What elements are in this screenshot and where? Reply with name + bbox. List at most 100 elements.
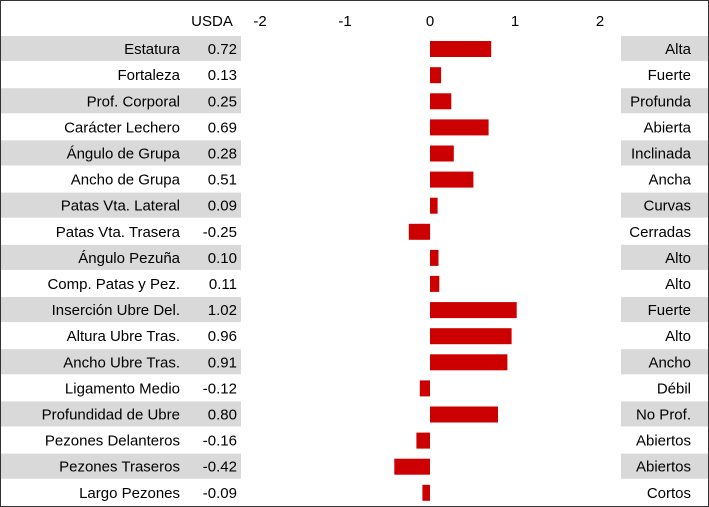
trait-label: Estatura: [124, 41, 181, 58]
descriptor-label: Ancho: [648, 354, 691, 371]
value-label: 0.11: [209, 276, 237, 293]
row-shade-left: [1, 401, 241, 427]
value-label: -0.16: [203, 433, 237, 450]
bar: [430, 249, 439, 266]
value-label: 0.28: [208, 145, 237, 162]
bar: [430, 328, 512, 345]
x-tick-label: 1: [511, 13, 519, 30]
value-label: 0.69: [208, 119, 237, 136]
row-labels: Estatura 0.72 Alta Fortaleza 0.13 Fuerte Prof.…: [42, 41, 692, 502]
row-shade-left: [1, 192, 241, 218]
descriptor-label: Fuerte: [648, 67, 691, 84]
bar: [394, 458, 430, 475]
bar: [430, 67, 442, 84]
value-label: 0.91: [208, 354, 237, 371]
trait-label: Profundidad de Ubre: [42, 406, 180, 423]
row-shade-right: [621, 192, 708, 218]
trait-label: Patas Vta. Trasera: [56, 224, 181, 241]
bar: [419, 380, 430, 397]
value-label: 1.02: [208, 302, 237, 319]
row-shade-left: [1, 453, 241, 479]
trait-label: Ángulo Pezuña: [78, 250, 180, 267]
bar: [430, 145, 454, 162]
value-label: -0.25: [203, 224, 237, 241]
bars: [394, 41, 517, 501]
trait-label: Ancho Ubre Tras.: [63, 354, 180, 371]
descriptor-label: Alto: [665, 250, 691, 267]
trait-label: Inserción Ubre Del.: [52, 302, 180, 319]
trait-label: Ancho de Grupa: [71, 172, 181, 189]
trait-label: Carácter Lechero: [64, 119, 180, 136]
row-backgrounds: [1, 36, 708, 479]
row-shade-right: [621, 401, 708, 427]
row-shade-right: [621, 88, 708, 114]
value-label: -0.42: [203, 459, 237, 476]
x-tick-label: 2: [596, 13, 604, 30]
value-label: 0.51: [208, 172, 237, 189]
descriptor-label: Alta: [665, 41, 692, 58]
descriptor-label: Abiertos: [636, 433, 691, 450]
x-tick-label: 0: [426, 13, 434, 30]
bar: [430, 302, 517, 319]
descriptor-label: No Prof.: [636, 406, 691, 423]
bar: [430, 275, 440, 292]
row-shade-right: [621, 297, 708, 323]
trait-label: Pezones Traseros: [59, 459, 180, 476]
bar: [408, 223, 431, 240]
value-label: 0.96: [208, 328, 237, 345]
value-label: -0.09: [203, 485, 237, 502]
bar: [430, 171, 474, 188]
value-label: 0.09: [208, 198, 237, 215]
descriptor-label: Débil: [657, 380, 691, 397]
value-column-header: USDA: [191, 13, 233, 30]
trait-label: Largo Pezones: [79, 485, 180, 502]
descriptor-label: Abierta: [643, 119, 691, 136]
row-shade-left: [1, 140, 241, 166]
x-tick-label: -2: [253, 13, 266, 30]
row-shade-right: [621, 349, 708, 375]
row-shade-right: [621, 36, 708, 62]
descriptor-label: Alto: [665, 328, 691, 345]
bar: [430, 41, 492, 57]
descriptor-label: Cerradas: [629, 224, 691, 241]
value-label: 0.80: [208, 406, 237, 423]
descriptor-label: Cortos: [647, 485, 691, 502]
row-shade-left: [1, 36, 241, 62]
trait-label: Ligamento Medio: [65, 380, 180, 397]
row-shade-left: [1, 244, 241, 270]
descriptor-label: Alto: [665, 276, 691, 293]
descriptor-label: Fuerte: [648, 302, 691, 319]
trait-label: Comp. Patas y Pez.: [47, 276, 180, 293]
bar: [430, 406, 498, 423]
row-shade-right: [621, 244, 708, 270]
descriptor-label: Abiertos: [636, 459, 691, 476]
trait-label: Prof. Corporal: [87, 93, 180, 110]
descriptor-label: Profunda: [630, 93, 692, 110]
descriptor-label: Curvas: [643, 198, 691, 215]
trait-label: Altura Ubre Tras.: [67, 328, 180, 345]
row-shade-right: [621, 140, 708, 166]
descriptor-label: Inclinada: [631, 145, 692, 162]
trait-label: Fortaleza: [117, 67, 180, 84]
bar: [416, 432, 430, 449]
row-shade-right: [621, 453, 708, 479]
bar: [430, 354, 508, 371]
x-tick-label: -1: [338, 13, 351, 30]
value-label: -0.12: [203, 380, 237, 397]
row-shade-left: [1, 297, 241, 323]
descriptor-label: Ancha: [648, 172, 691, 189]
chart-header: USDA: [191, 13, 233, 30]
value-label: 0.25: [208, 93, 237, 110]
value-label: 0.10: [208, 250, 237, 267]
value-label: 0.72: [208, 41, 237, 58]
trait-label: Pezones Delanteros: [45, 433, 180, 450]
bar: [430, 197, 438, 214]
trait-label: Ángulo de Grupa: [67, 145, 181, 162]
trait-label: Patas Vta. Lateral: [61, 198, 180, 215]
row-shade-left: [1, 349, 241, 375]
bar: [430, 119, 489, 136]
row-shade-left: [1, 88, 241, 114]
bar: [430, 93, 452, 110]
